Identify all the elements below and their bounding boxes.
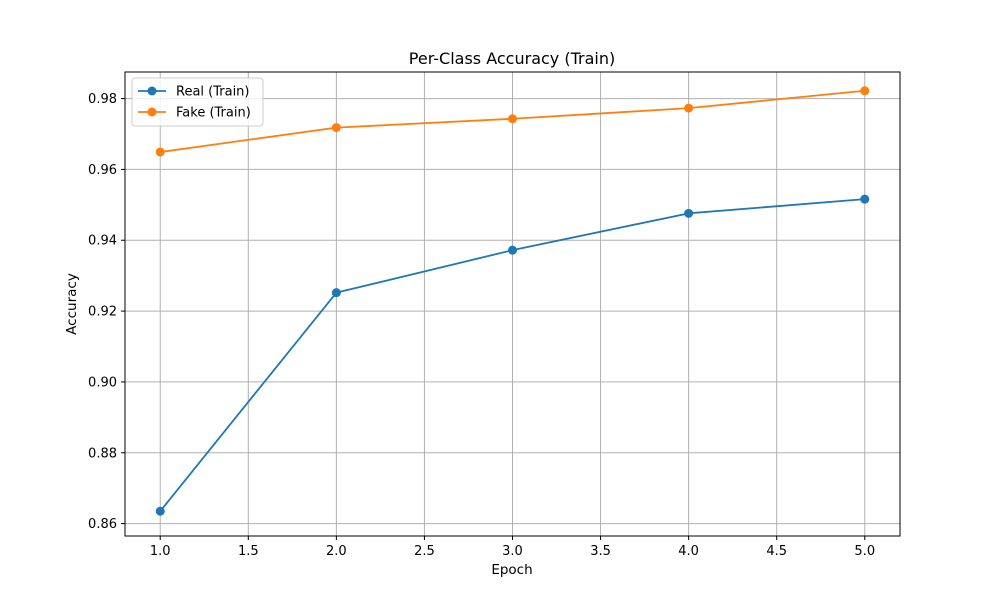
y-tick-label: 0.96 [88,163,117,178]
data-point-fake-train [860,86,870,96]
x-tick-label: 2.5 [414,544,435,559]
legend-box [131,77,264,127]
data-point-fake-train [508,114,517,124]
x-tick-label: 3.5 [590,544,611,559]
y-tick-label: 0.90 [88,375,117,390]
x-tick-label: 4.0 [678,544,699,559]
data-point-real-train [684,208,694,218]
x-tick-label: 4.5 [766,544,787,559]
x-axis-title: Epoch [491,562,532,578]
data-point-fake-train [331,123,341,133]
legend-label-fake-train: Fake (Train) [176,106,251,121]
data-point-fake-train [155,147,165,157]
data-point-real-train [508,245,517,255]
data-point-fake-train [684,103,694,113]
y-tick-label: 0.92 [88,305,117,320]
x-tick-label: 3.0 [502,544,523,559]
y-axis-title: Accuracy [64,273,80,335]
y-tick-label: 0.86 [88,517,117,532]
x-tick-label: 5.0 [854,544,875,559]
legend-marker-real-train [147,86,157,96]
y-tick-label: 0.98 [88,92,117,107]
data-point-real-train [331,288,341,298]
y-tick-label: 0.94 [88,234,117,249]
x-tick-label: 2.0 [326,544,347,559]
legend-marker-fake-train [147,107,157,117]
series-group [155,86,870,516]
data-point-real-train [860,194,870,204]
data-point-real-train [155,506,165,516]
axis-ticks: 1.0 1.5 2.0 2.5 3.0 3.5 4.0 4.5 5.0 0.86 0.88 0.90 0… [88,92,875,559]
x-tick-label: 1.0 [150,544,171,559]
chart-title: Per-Class Accuracy (Train) [409,49,615,68]
legend-label-real-train: Real (Train) [176,85,250,100]
grid [125,72,900,536]
legend: Real (Train) Fake (Train) [131,77,264,127]
x-tick-label: 1.5 [238,544,259,559]
y-tick-label: 0.88 [88,446,117,461]
